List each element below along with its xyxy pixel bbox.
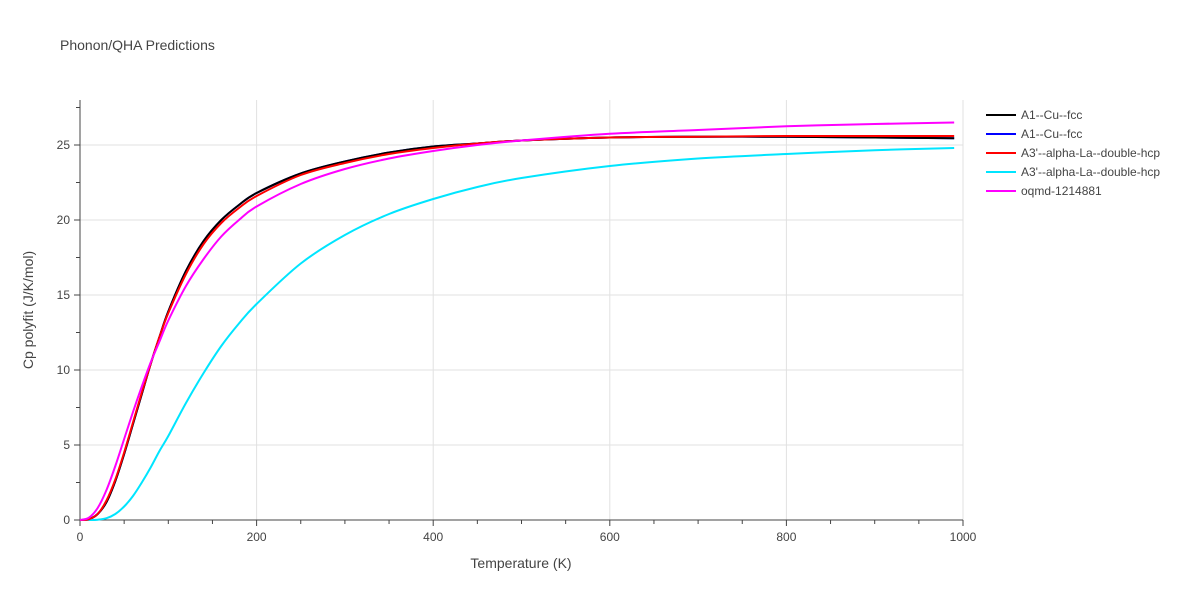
series-line-2 xyxy=(79,134,955,521)
legend-label: A1--Cu--fcc xyxy=(1021,108,1082,122)
x-tick-label: 400 xyxy=(423,530,443,544)
y-tick-label: 20 xyxy=(57,213,71,227)
y-tick-label: 25 xyxy=(57,138,71,152)
x-tick-label: 800 xyxy=(776,530,796,544)
y-tick-label: 0 xyxy=(63,513,70,527)
legend-item[interactable]: A1--Cu--fcc xyxy=(986,108,1082,122)
series-lines xyxy=(79,121,955,522)
x-tick-label: 600 xyxy=(600,530,620,544)
legend-label: A1--Cu--fcc xyxy=(1021,127,1082,141)
y-tick-label: 10 xyxy=(57,363,71,377)
legend-label: A3'--alpha-La--double-hcp xyxy=(1021,146,1160,160)
y-tick-label: 5 xyxy=(63,438,70,452)
legend[interactable]: A1--Cu--fcc A1--Cu--fcc A3'--alpha-La--dou… xyxy=(986,108,1160,198)
legend-label: A3'--alpha-La--double-hcp xyxy=(1021,165,1160,179)
legend-label: oqmd-1214881 xyxy=(1021,184,1102,198)
chart-title: Phonon/QHA Predictions xyxy=(60,37,215,53)
legend-item[interactable]: oqmd-1214881 xyxy=(986,184,1102,198)
legend-item[interactable]: A3'--alpha-La--double-hcp xyxy=(986,146,1160,160)
legend-item[interactable]: A3'--alpha-La--double-hcp xyxy=(986,165,1160,179)
y-axis-label: Cp polyfit (J/K/mol) xyxy=(20,251,36,369)
series-line-4 xyxy=(79,121,955,521)
x-tick-label: 0 xyxy=(77,530,84,544)
series-line-0 xyxy=(79,135,955,521)
y-tick-label: 15 xyxy=(57,288,71,302)
grid-lines xyxy=(80,100,964,520)
x-tick-label: 200 xyxy=(247,530,267,544)
x-tick-label: 1000 xyxy=(950,530,977,544)
legend-item[interactable]: A1--Cu--fcc xyxy=(986,127,1082,141)
series-line-1 xyxy=(79,135,955,521)
x-axis-label: Temperature (K) xyxy=(470,555,571,571)
axes: 0 200 400 600 800 1000 0 5 10 15 20 25 xyxy=(57,100,977,544)
series-line-3 xyxy=(79,147,955,522)
